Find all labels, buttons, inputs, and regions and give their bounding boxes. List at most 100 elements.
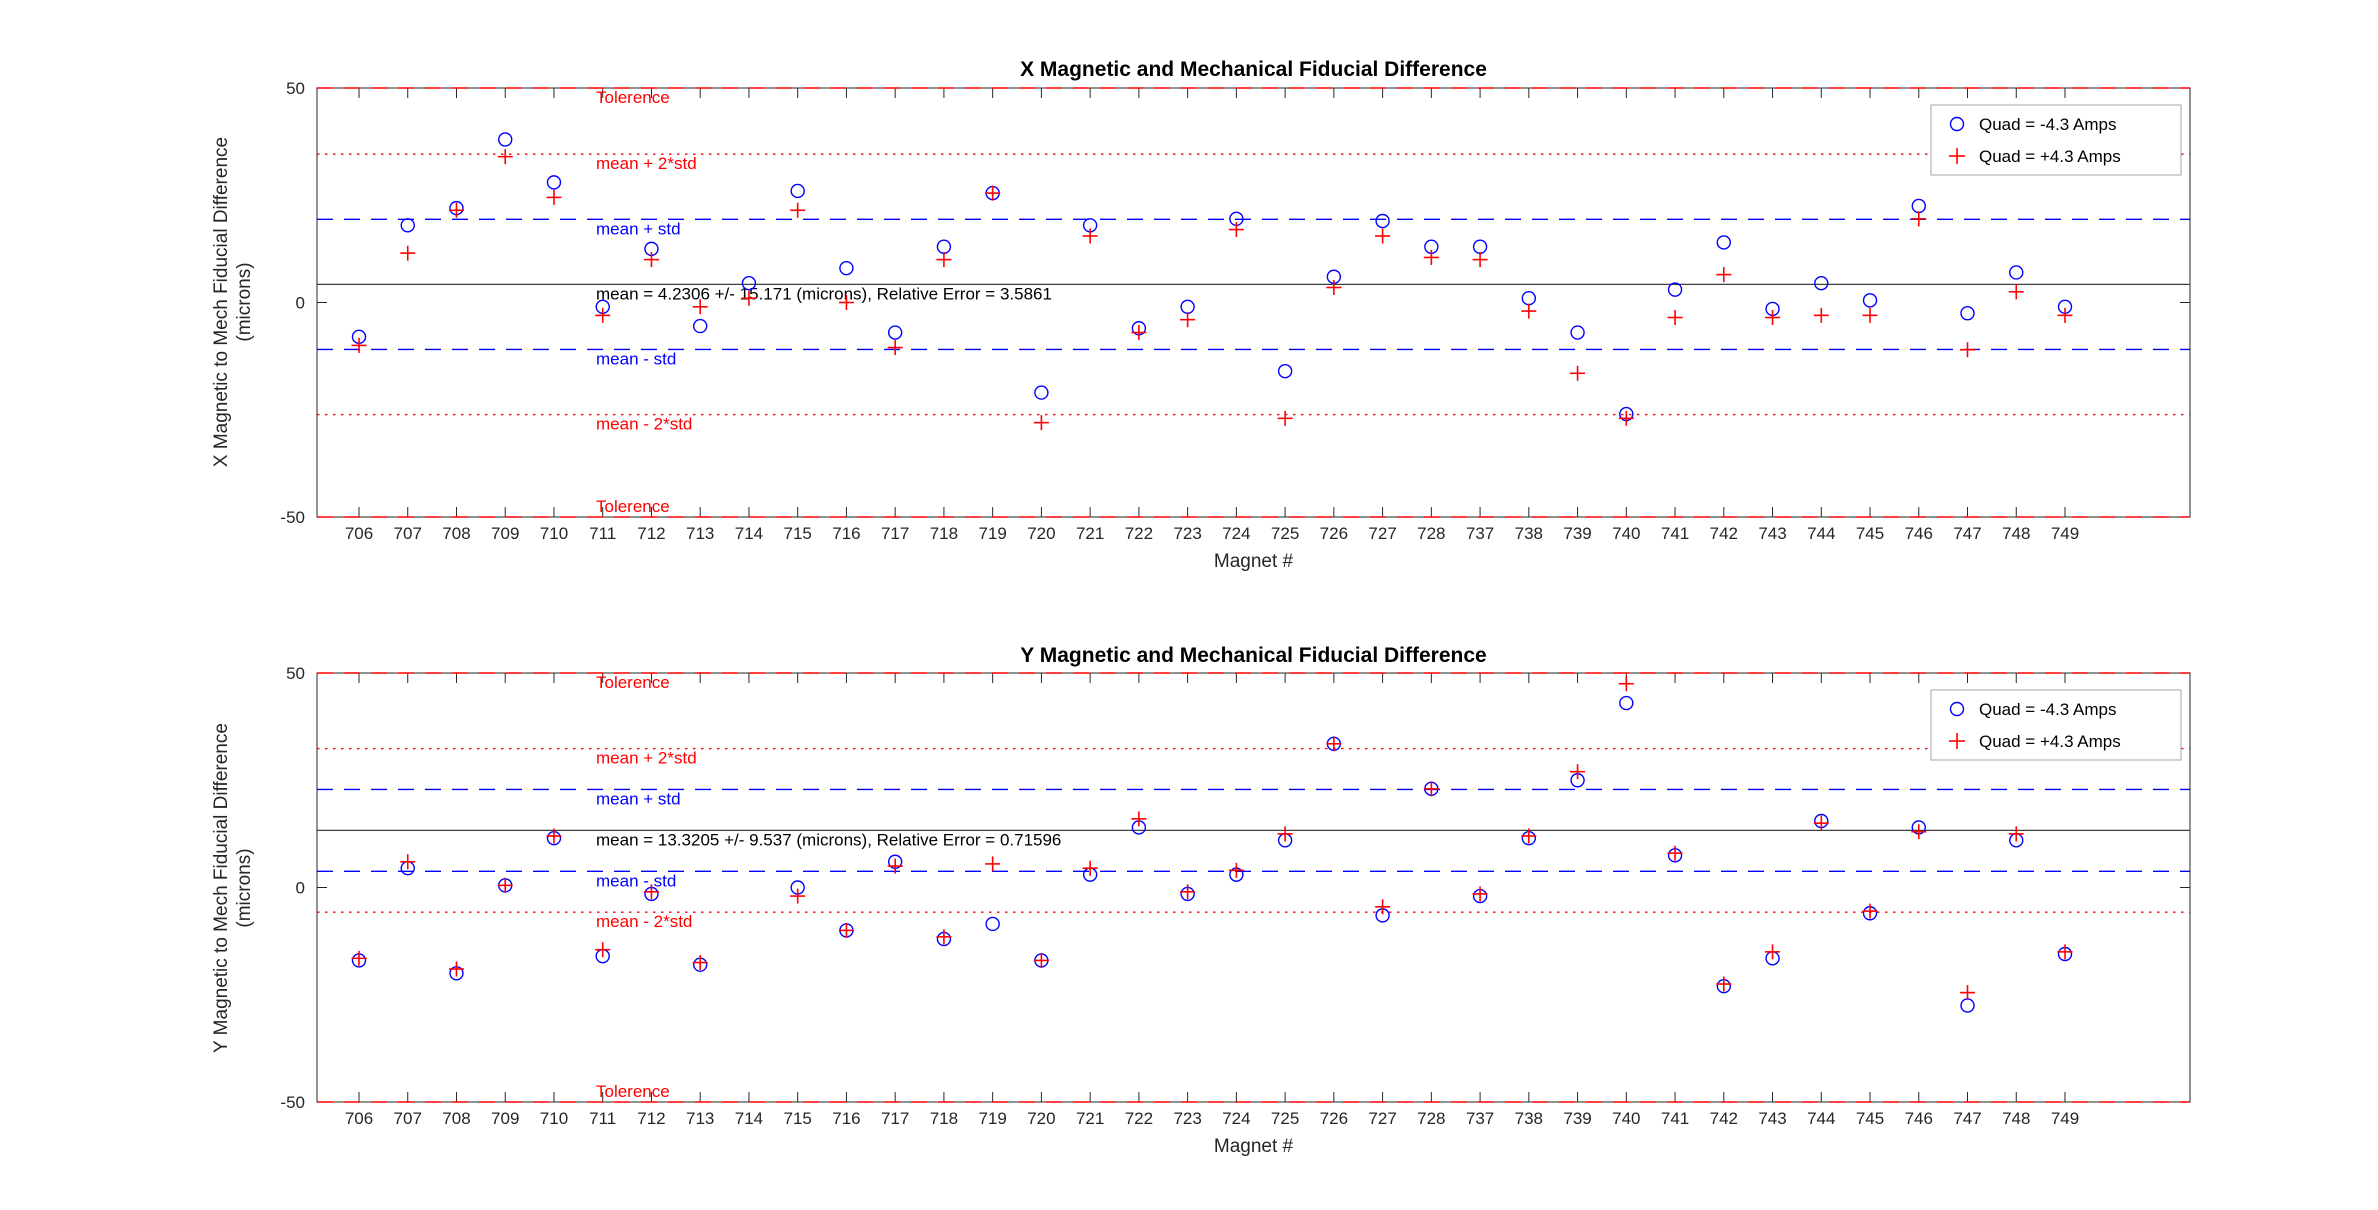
y-tick-label: 50 (286, 664, 305, 683)
x-tick-label: 707 (394, 1109, 422, 1128)
x-tick-label: 709 (491, 524, 519, 543)
data-point-circle (1960, 306, 1975, 321)
x-tick-label: 712 (637, 524, 665, 543)
y-axis-label-bottom-line1: Y Magnetic to Mech Fiducial Difference (211, 723, 232, 1053)
x-tick-label: 708 (442, 524, 470, 543)
x-tick-label: 728 (1417, 1109, 1445, 1128)
series-plus-markers (351, 149, 2073, 431)
x-tick-label: 745 (1856, 1109, 1884, 1128)
ref-line-label: mean - std (596, 349, 676, 368)
series-circle-markers (351, 695, 2073, 1013)
legend-label: Quad = +4.3 Amps (1979, 732, 2121, 751)
legend: Quad = -4.3 Amps Quad = +4.3 Amps (1930, 104, 2182, 176)
x-tick-label: 712 (637, 1109, 665, 1128)
ref-line-label: Tolerence (596, 673, 670, 692)
y-tick-label: 0 (296, 294, 305, 313)
x-tick-label: 746 (1905, 524, 1933, 543)
x-tick-label: 738 (1515, 524, 1543, 543)
x-tick-label: 728 (1417, 524, 1445, 543)
ref-line-label: mean = 13.3205 +/- 9.537 (microns), Rela… (596, 830, 1061, 849)
data-point-circle (1619, 695, 1634, 711)
data-point-circle (1911, 198, 1926, 214)
data-point-circle (1472, 239, 1488, 254)
x-tick-label: 717 (881, 1109, 909, 1128)
x-tick-label: 713 (686, 1109, 714, 1128)
ref-line-label: mean + std (596, 789, 681, 808)
data-point-circle (1814, 275, 1829, 291)
x-tick-label: 724 (1222, 1109, 1250, 1128)
x-tick-label: 744 (1807, 1109, 1835, 1128)
ref-line-label: Tolerence (596, 88, 670, 107)
data-point-circle (985, 916, 1000, 932)
x-axis-label-top: Magnet # (1213, 551, 1294, 572)
legend-box (1930, 104, 2182, 176)
x-tick-label: 723 (1173, 1109, 1201, 1128)
x-tick-label: 720 (1027, 1109, 1055, 1128)
x-tick-label: 706 (345, 524, 373, 543)
data-point-circle (790, 183, 805, 199)
x-tick-label: 719 (978, 1109, 1006, 1128)
chart-y-fiducial-difference: 706 707 708 709 710 711 712 713 714 715 716 717 718 7… (280, 664, 2191, 1128)
data-point-circle (400, 218, 415, 233)
x-tick-label: 715 (783, 1109, 811, 1128)
data-point-circle (693, 318, 708, 334)
x-tick-label: 710 (540, 1109, 568, 1128)
x-tick-label: 721 (1076, 1109, 1104, 1128)
legend-label: Quad = -4.3 Amps (1979, 700, 2117, 719)
y-axis-label-bottom: Y Magnetic to Mech Fiducial Difference (… (210, 578, 256, 1198)
legend-marker-circle (1949, 116, 1965, 132)
x-tick-label: 718 (930, 524, 958, 543)
x-tick-label: 721 (1076, 524, 1104, 543)
ref-line-label: mean + 2*std (596, 154, 697, 173)
x-tick-label: 745 (1856, 524, 1884, 543)
data-point-circle (1521, 291, 1537, 306)
x-tick-label: 713 (686, 524, 714, 543)
x-tick-label: 714 (735, 1109, 763, 1128)
x-tick-label: 716 (832, 1109, 860, 1128)
x-tick-label: 742 (1710, 1109, 1738, 1128)
series-plus-markers (351, 676, 2073, 1001)
x-tick-label: 722 (1125, 1109, 1153, 1128)
x-tick-label: 749 (2051, 1109, 2079, 1128)
x-tick-label: 711 (589, 524, 616, 543)
x-tick-label: 726 (1320, 1109, 1348, 1128)
x-tick-label: 740 (1612, 1109, 1640, 1128)
chart-title-y: Y Magnetic and Mechanical Fiducial Diffe… (1020, 644, 1487, 667)
data-point-circle (887, 325, 903, 340)
x-tick-label: 708 (442, 1109, 470, 1128)
x-tick-label: 737 (1466, 524, 1494, 543)
x-tick-label: 706 (345, 1109, 373, 1128)
x-tick-label: 726 (1320, 524, 1348, 543)
y-tick-label: 50 (286, 79, 305, 98)
x-tick-label: 740 (1612, 524, 1640, 543)
x-tick-label: 724 (1222, 524, 1250, 543)
data-point-circle (936, 239, 952, 254)
ref-line-label: Tolerence (596, 1082, 670, 1101)
x-tick-label: 743 (1758, 524, 1786, 543)
x-tick-label: 707 (394, 524, 422, 543)
ref-line-label: mean - std (596, 871, 676, 890)
x-tick-label: 748 (2002, 524, 2030, 543)
x-axis-label-bottom: Magnet # (1213, 1136, 1294, 1157)
x-tick-label: 748 (2002, 1109, 2030, 1128)
x-tick-label: 741 (1661, 524, 1689, 543)
y-axis-ticks: 50 0 -50 (280, 664, 2190, 1112)
x-tick-label: 716 (832, 524, 860, 543)
x-tick-label: 743 (1758, 1109, 1786, 1128)
x-tick-label: 739 (1563, 524, 1591, 543)
x-tick-label: 725 (1271, 524, 1299, 543)
legend: Quad = -4.3 Amps Quad = +4.3 Amps (1930, 689, 2182, 761)
data-point-circle (1180, 299, 1195, 314)
x-tick-label: 737 (1466, 1109, 1494, 1128)
y-axis-label-top-line2: (microns) (234, 262, 255, 342)
data-point-circle (546, 175, 562, 190)
y-axis-label-bottom-line2: (microns) (234, 848, 255, 928)
y-tick-label: -50 (280, 508, 305, 527)
legend-marker-circle (1949, 701, 1965, 717)
x-tick-label: 710 (540, 524, 568, 543)
data-point-circle (1716, 235, 1732, 250)
ref-line-label: mean - 2*std (596, 415, 692, 434)
x-tick-label: 738 (1515, 1109, 1543, 1128)
